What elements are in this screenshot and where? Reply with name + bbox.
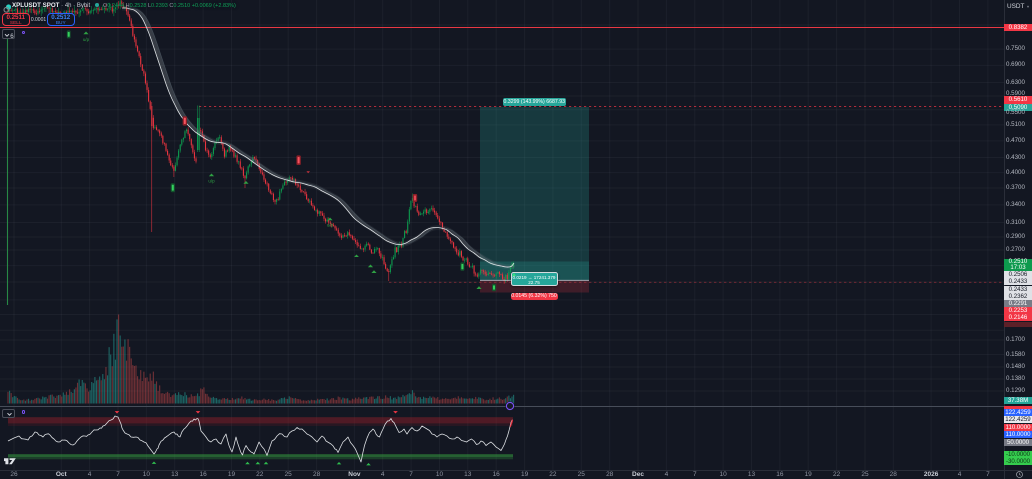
svg-text:u/p: u/p	[208, 179, 215, 184]
svg-text:6: 6	[10, 33, 14, 39]
svg-text:u/p: u/p	[327, 223, 334, 228]
svg-text:u/p: u/p	[83, 37, 90, 42]
